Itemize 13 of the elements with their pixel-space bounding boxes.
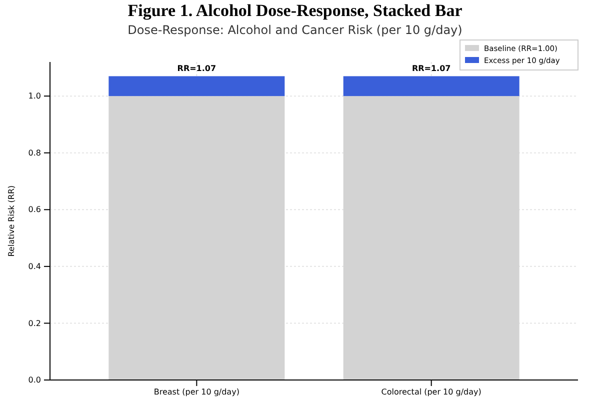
x-tick-label: Breast (per 10 g/day) — [154, 388, 240, 397]
x-tick-label: Colorectal (per 10 g/day) — [381, 388, 482, 397]
y-tick-label: 0.6 — [28, 205, 41, 214]
y-tick-label: 1.0 — [28, 92, 41, 101]
total-label: RR=1.07 — [177, 64, 216, 74]
total-label: RR=1.07 — [412, 64, 451, 74]
y-axis-title: Relative Risk (RR) — [7, 185, 16, 257]
y-tick-label: 0.2 — [28, 318, 41, 328]
y-tick-label: 0.0 — [28, 376, 41, 385]
chart-subtitle: Dose-Response: Alcohol and Cancer Risk (per 10 g/day) — [128, 23, 462, 37]
y-tick-label: 0.4 — [28, 262, 41, 271]
y-tick-label: 0.8 — [28, 148, 41, 158]
chart-title: Figure 1. Alcohol Dose-Response, Stacked Bar — [128, 1, 463, 20]
